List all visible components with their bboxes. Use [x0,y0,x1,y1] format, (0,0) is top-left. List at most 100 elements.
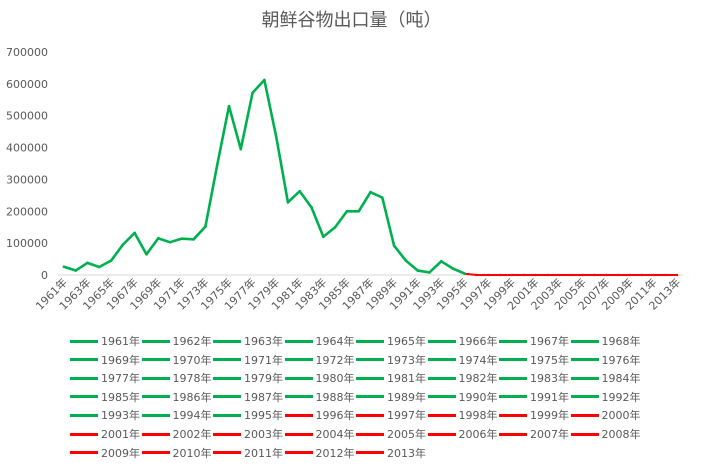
series-segment [310,206,325,239]
legend-swatch [427,376,456,380]
series-segment [416,269,431,274]
legend-label: 1993年 [101,409,140,423]
legend-item: 1993年 [70,407,140,423]
legend-item: 1978年 [141,370,212,386]
legend-swatch [427,339,456,343]
data-point [557,273,561,277]
series-segment [97,259,113,269]
legend-label: 1984年 [601,372,641,386]
data-point [569,273,573,277]
data-point [581,273,584,277]
data-point [157,237,160,240]
data-point [416,269,419,272]
legend-swatch [213,376,241,380]
series-segment [463,272,478,276]
legend-item: 1973年 [356,352,426,368]
legend-item: 1979年 [213,370,283,386]
y-tick-label: 700000 [6,46,48,59]
series-segment [215,104,231,167]
legend-swatch [570,358,599,362]
legend-swatch [284,451,313,455]
legend-swatch [356,395,384,399]
legend-item: 1965年 [356,333,426,349]
legend-item: 2008年 [570,426,641,442]
series-segment [109,243,125,262]
data-point [546,273,549,277]
legend-item: 1991年 [499,389,569,405]
series-segment [274,135,290,204]
data-point [510,273,514,277]
series-segment [121,231,136,247]
legend-item: 2012年 [284,445,355,461]
legend-label: 1988年 [315,390,355,404]
data-point [98,265,101,269]
legend-label: 1977年 [101,372,140,386]
legend-item: 1974年 [427,352,498,368]
legend-label: 2002年 [172,428,212,441]
series-segment [392,244,408,262]
legend-label: 2009年 [101,446,140,460]
data-point [109,259,113,262]
legend-item: 1994年 [141,407,212,423]
legend-swatch [570,432,599,436]
legend-item: 1963年 [213,333,283,349]
data-point [664,273,667,277]
series-segment [192,225,207,241]
data-point [463,272,467,275]
legend-item: 2010年 [141,445,212,461]
legend-item: 2007年 [499,426,569,442]
legend-swatch [284,432,313,436]
legend-item: 1998年 [427,407,498,423]
series-segment [239,91,254,151]
legend-swatch [141,451,170,455]
legend-label: 1961年 [101,335,140,348]
legend-item: 2005年 [356,426,426,442]
data-point [440,260,443,263]
legend-label: 2000年 [601,409,641,423]
legend-item: 1992年 [570,389,641,405]
legend-label: 1987年 [244,390,283,404]
legend-item: 2003年 [213,426,283,442]
y-tick-label: 500000 [6,110,48,123]
legend-item: 1975年 [499,352,569,368]
series-segment [357,190,372,213]
series-segment [133,231,148,256]
series-segment [369,190,384,199]
data-point [357,210,360,213]
legend-swatch [213,413,241,417]
legend-swatch [427,432,456,436]
legend-swatch [213,432,241,436]
legend-item: 1968年 [570,333,641,349]
legend-item: 1964年 [284,333,355,349]
legend-swatch [141,339,170,343]
legend-item: 1988年 [284,389,355,405]
legend-swatch [356,451,384,455]
data-point [298,190,301,193]
legend-label: 1982年 [458,372,498,386]
series-segment [204,163,219,228]
data-point [475,273,478,277]
legend-label: 1983年 [530,372,569,386]
y-tick-label: 600000 [6,78,48,91]
series-segment [333,209,349,229]
data-point [121,243,125,246]
data-point [616,273,620,277]
data-point [404,259,408,262]
legend-swatch [356,376,384,380]
legend-label: 1979年 [244,372,283,386]
legend-swatch [427,395,456,399]
y-tick-label: 200000 [6,205,48,218]
legend-item: 1997年 [356,407,426,423]
legend-label: 1965年 [387,335,426,348]
legend-swatch [499,413,527,417]
legend-label: 1963年 [244,335,283,348]
legend-swatch [570,395,599,399]
legend-label: 2003年 [244,428,283,441]
data-point [192,238,195,241]
legend-swatch [356,413,384,417]
legend-item: 1981年 [356,370,426,386]
legend-swatch [213,339,241,343]
legend-swatch [427,413,456,417]
legend-label: 1989年 [387,390,426,404]
data-point [640,273,643,277]
